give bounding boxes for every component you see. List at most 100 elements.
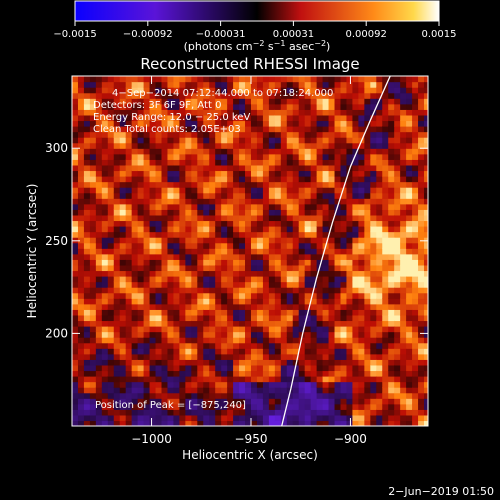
heatmap-cell — [316, 370, 324, 377]
heatmap-cell — [185, 131, 192, 138]
heatmap-cell — [418, 164, 425, 172]
heatmap-cell — [119, 398, 127, 405]
heatmap-cell — [107, 342, 115, 349]
heatmap-cell — [262, 98, 270, 105]
heatmap-cell — [376, 209, 383, 216]
heatmap-cell — [179, 131, 186, 138]
heatmap-cell — [358, 420, 365, 426]
heatmap-cell — [131, 176, 139, 183]
heatmap-cell — [95, 192, 103, 199]
heatmap-cell — [227, 98, 234, 105]
heatmap-cell — [274, 148, 282, 155]
heatmap-cell — [418, 398, 425, 405]
heatmap-cell — [191, 387, 198, 394]
heatmap-cell — [322, 376, 330, 383]
heatmap-cell — [239, 270, 246, 277]
heatmap-cell — [149, 392, 157, 399]
heatmap-cell — [352, 331, 359, 338]
heatmap-cell — [364, 403, 371, 410]
heatmap-cell — [149, 420, 157, 426]
heatmap-cell — [209, 409, 216, 416]
heatmap-cell — [101, 87, 109, 94]
heatmap-cell — [346, 226, 354, 233]
heatmap-cell — [262, 187, 270, 194]
heatmap-cell — [155, 420, 163, 426]
heatmap-cell — [256, 259, 264, 266]
heatmap-cell — [107, 131, 115, 138]
heatmap-cell — [101, 192, 109, 199]
heatmap-cell — [179, 192, 186, 199]
heatmap-cell — [245, 87, 252, 94]
heatmap-cell — [328, 92, 336, 99]
heatmap-cell — [149, 120, 157, 127]
heatmap-cell — [125, 281, 133, 288]
heatmap-cell — [185, 103, 192, 110]
heatmap-cell — [125, 253, 133, 260]
heatmap-cell — [328, 231, 336, 238]
heatmap-cell — [250, 242, 258, 249]
heatmap-cell — [310, 131, 318, 138]
heatmap-cell — [286, 331, 294, 338]
heatmap-cell — [83, 309, 91, 316]
heatmap-cell — [149, 170, 157, 177]
heatmap-cell — [394, 126, 401, 133]
heatmap-cell — [233, 226, 240, 233]
heatmap-cell — [101, 170, 109, 177]
clean-counts-label: Clean Total counts: 2.05E+03 — [93, 124, 241, 135]
heatmap-cell — [394, 298, 401, 305]
heatmap-cell — [376, 176, 383, 183]
heatmap-cell — [83, 87, 91, 94]
heatmap-cell — [418, 392, 425, 399]
heatmap-cell — [227, 337, 234, 344]
heatmap-cell — [113, 103, 121, 110]
heatmap-cell — [412, 320, 419, 327]
heatmap-cell — [292, 114, 300, 122]
heatmap-cell — [370, 198, 377, 205]
heatmap-cell — [328, 381, 336, 388]
heatmap-cell — [250, 148, 258, 155]
heatmap-cell — [256, 203, 264, 210]
heatmap-cell — [286, 281, 294, 288]
heatmap-cell — [83, 303, 91, 310]
heatmap-cell — [197, 298, 204, 305]
heatmap-cell — [137, 270, 145, 277]
heatmap-cell — [268, 159, 276, 166]
heatmap-cell — [274, 131, 282, 138]
heatmap-cell — [292, 214, 300, 222]
heatmap-cell — [221, 114, 228, 122]
heatmap-cell — [280, 253, 288, 260]
heatmap-cell — [155, 370, 163, 377]
heatmap-cell — [292, 226, 300, 233]
heatmap-cell — [167, 359, 175, 366]
heatmap-cell — [268, 320, 276, 327]
heatmap-cell — [286, 353, 294, 360]
heatmap-cell — [137, 126, 145, 133]
heatmap-cell — [352, 148, 359, 155]
heatmap-cell — [245, 181, 252, 188]
heatmap-cell — [292, 381, 300, 388]
heatmap-cell — [418, 348, 425, 355]
heatmap-cell — [346, 231, 354, 238]
heatmap-cell — [358, 381, 365, 388]
heatmap-cell — [161, 364, 169, 372]
heatmap-cell — [382, 176, 389, 183]
heatmap-cell — [197, 164, 204, 172]
heatmap-cell — [155, 126, 163, 133]
heatmap-cell — [292, 176, 300, 183]
heatmap-cell — [233, 409, 240, 416]
heatmap-cell — [280, 281, 288, 288]
heatmap-cell — [113, 137, 121, 144]
heatmap-cell — [155, 259, 163, 266]
heatmap-cell — [155, 242, 163, 249]
colorbar-tick-label: 0.00092 — [346, 29, 387, 40]
heatmap-cell — [394, 231, 401, 238]
heatmap-cell — [352, 403, 359, 410]
heatmap-cell — [274, 314, 282, 322]
heatmap-cell — [215, 81, 222, 88]
heatmap-cell — [370, 409, 377, 416]
heatmap-cell — [298, 181, 306, 188]
heatmap-cell — [179, 359, 186, 366]
heatmap-cell — [209, 259, 216, 266]
heatmap-cell — [245, 337, 252, 344]
heatmap-cell — [382, 187, 389, 194]
